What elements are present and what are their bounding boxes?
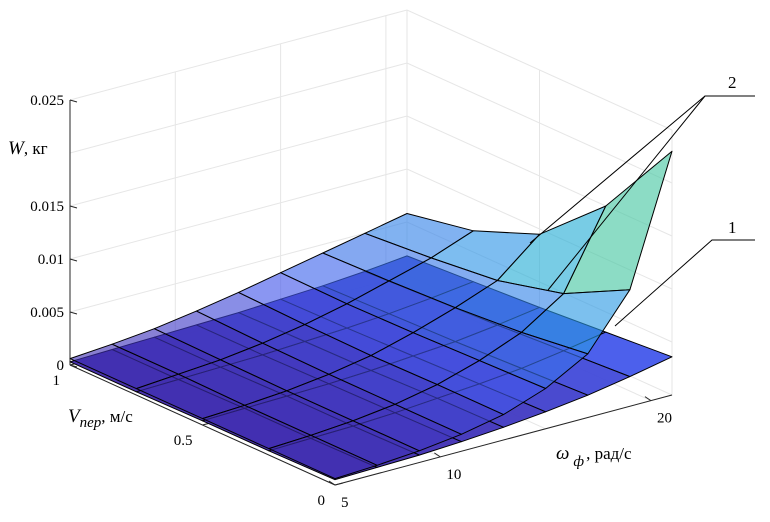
surface-2-patch	[268, 434, 378, 480]
z-tick-mark	[69, 205, 78, 209]
z-tick-label: 0.01	[38, 252, 64, 268]
y-tick-label: 1	[53, 373, 61, 389]
z-axis-unit: , кг	[24, 139, 48, 158]
y-tick-label: 0.5	[174, 433, 193, 449]
z-tick-label: 0.025	[30, 93, 64, 109]
x-tick-mark	[328, 480, 336, 486]
surface-2	[69, 150, 673, 480]
x-tick-label: 5	[341, 495, 349, 511]
z-gridline	[69, 62, 673, 184]
axis-layer	[69, 99, 673, 486]
tick-labels: 0 0.005 0.01 0.015 0.025 0 0.5 1 5 10 20	[30, 93, 672, 511]
x-axis-symbol: ω	[556, 443, 569, 464]
x-axis-line	[334, 394, 673, 486]
x-tick-label: 20	[657, 411, 672, 427]
x-tick-label: 10	[446, 467, 461, 483]
x-tick-mark	[644, 396, 652, 402]
z-tick-label: 0.005	[30, 305, 64, 321]
callout-1-leader	[614, 239, 755, 327]
callout-2-leader-b	[547, 95, 706, 291]
z-tick-label: 0	[57, 358, 65, 374]
y-axis-symbol: V	[68, 406, 82, 427]
callout-2-label: 2	[728, 73, 737, 92]
x-tick-mark	[434, 452, 441, 458]
z-tick-mark	[69, 99, 78, 103]
z-tick-mark	[69, 258, 78, 262]
z-axis-label: W, кг	[8, 138, 48, 159]
y-axis-subscript: пер	[80, 415, 102, 431]
y-axis-label: Vпер, м/с	[68, 406, 133, 431]
z-gridline	[69, 9, 673, 131]
z-tick-mark	[69, 364, 78, 368]
x-axis-subscript: ф	[573, 454, 584, 470]
y-tick-mark	[334, 482, 344, 486]
z-tick-label: 0.015	[30, 199, 64, 215]
callout-1-label: 1	[728, 218, 737, 237]
z-axis-symbol: W	[8, 138, 26, 159]
y-tick-label: 0	[318, 493, 326, 509]
y-axis-unit: , м/с	[101, 407, 133, 426]
z-tick-mark	[69, 311, 78, 315]
x-axis-unit: , рад/с	[586, 444, 632, 463]
